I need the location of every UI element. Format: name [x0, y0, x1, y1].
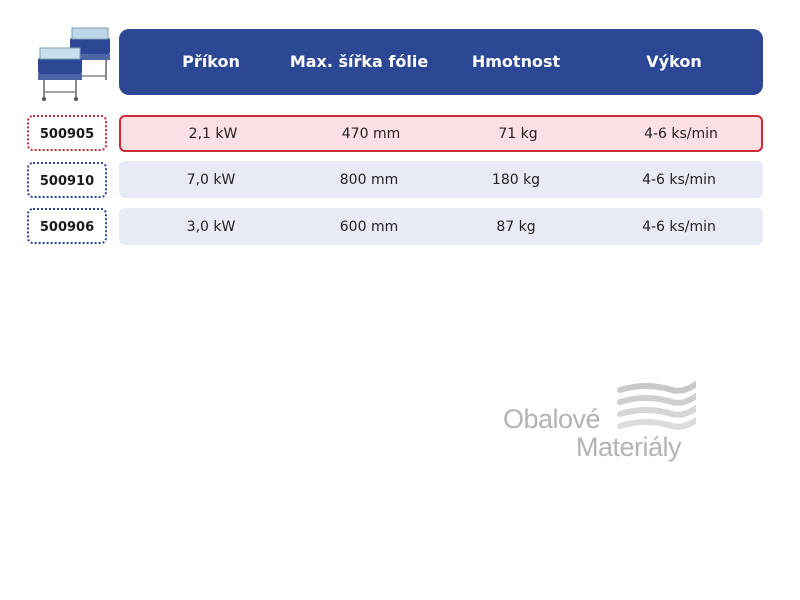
cell-max-width: 470 mm: [341, 126, 401, 142]
logo-text-line1: Obalové: [503, 404, 601, 434]
logo-text-line2: Materiály: [576, 432, 682, 462]
column-header-weight: Hmotnost: [471, 52, 561, 71]
product-code-button-500910[interactable]: 500910: [27, 162, 107, 198]
cell-weight: 87 kg: [496, 219, 536, 235]
cell-power: 2,1 kW: [188, 126, 238, 142]
cell-max-width: 600 mm: [339, 219, 399, 235]
cell-output: 4-6 ks/min: [642, 219, 716, 235]
cell-weight: 71 kg: [498, 126, 538, 142]
cell-power: 7,0 kW: [186, 172, 236, 188]
cell-output: 4-6 ks/min: [642, 172, 716, 188]
company-logo: Obalové Materiály: [500, 376, 700, 466]
cell-power: 3,0 kW: [186, 219, 236, 235]
table-row[interactable]: 3,0 kW 600 mm 87 kg 4-6 ks/min: [119, 208, 763, 245]
column-header-power: Příkon: [182, 52, 240, 71]
cell-max-width: 800 mm: [339, 172, 399, 188]
table-row[interactable]: 2,1 kW 470 mm 71 kg 4-6 ks/min: [119, 115, 763, 152]
cell-output: 4-6 ks/min: [644, 126, 718, 142]
product-code-button-500906[interactable]: 500906: [27, 208, 107, 244]
product-image: [38, 27, 110, 101]
table-header: Příkon Max. šířka fólie Hmotnost Výkon: [119, 29, 763, 95]
column-header-output: Výkon: [646, 52, 702, 71]
table-row[interactable]: 7,0 kW 800 mm 180 kg 4-6 ks/min: [119, 161, 763, 198]
wave-stripes-logo-mark: [617, 380, 696, 430]
column-header-max-film-width: Max. šířka fólie: [289, 52, 429, 71]
cell-weight: 180 kg: [491, 172, 541, 188]
product-code-button-500905[interactable]: 500905: [27, 115, 107, 151]
